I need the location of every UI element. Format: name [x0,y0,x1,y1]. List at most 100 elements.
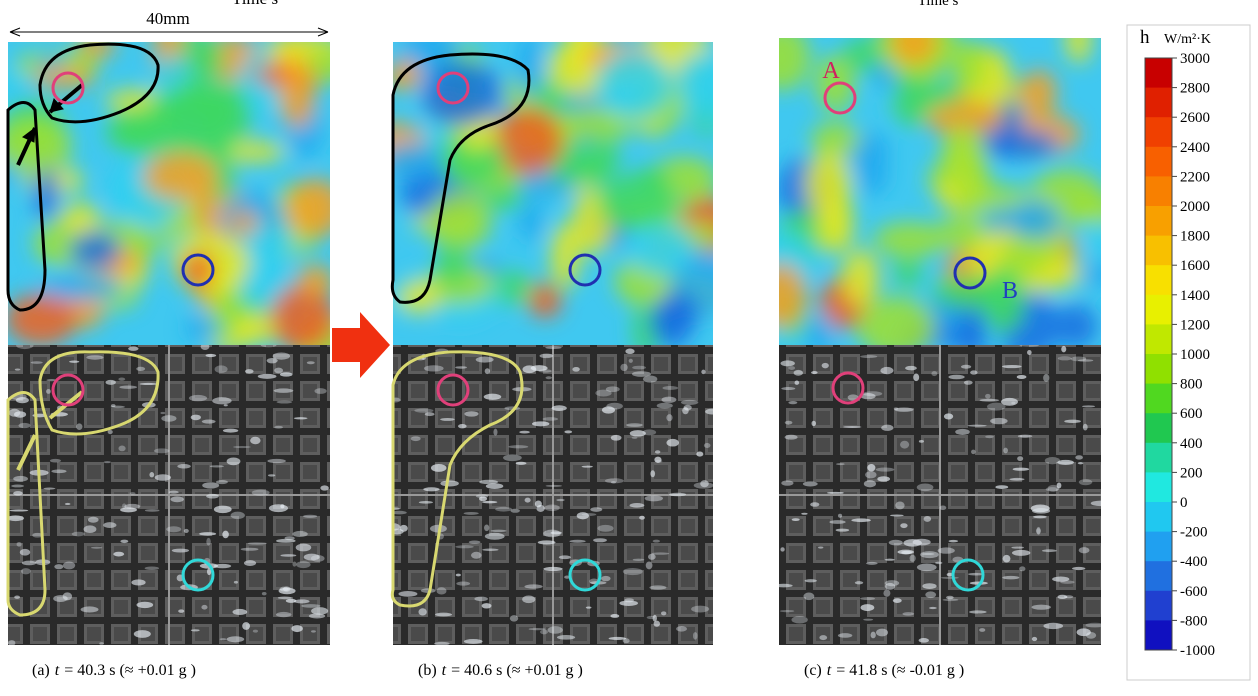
photo-glint [418,608,426,615]
photo-glint [1001,398,1018,406]
colorbar-tick-label: 200 [1180,465,1203,481]
heat-blob [842,249,880,307]
photo-glint [606,386,620,392]
photo-glint [274,368,283,374]
photo-glint [160,412,165,414]
photo-glint [304,554,320,561]
photo-glint [63,592,72,600]
colorbar-tick-label: 1000 [1180,347,1210,363]
photo-glint [1060,580,1075,583]
heat-blob [270,284,335,352]
heat-blob [380,142,446,178]
photo-glint [456,574,461,577]
photo-glint [464,411,478,416]
photo-glint [224,404,228,406]
photo-glint [1058,356,1072,360]
photo-glint [320,485,328,490]
photo-glint [524,584,542,588]
photo-glint [843,426,861,428]
photo-glint [252,490,270,496]
photo-glint [14,411,26,417]
photo-glint [522,365,536,373]
photo-glint [546,485,562,487]
colorbar-tick-label: 1800 [1180,229,1210,245]
photo-glint [140,383,157,385]
photo-glint [791,616,807,624]
photo-glint [161,415,176,422]
photo-glint [867,464,875,471]
caption-label: (c) [804,662,822,679]
photo-glint [893,598,902,603]
photo-glint [72,532,85,537]
heat-blob [297,265,333,297]
photo-glint [511,509,520,513]
photo-glint [519,431,530,434]
photo-glint [876,629,888,637]
heat-blob [286,179,345,238]
photo-glint [629,359,633,363]
photo-glint [881,425,893,431]
photo-glint [51,469,66,473]
photo-glint [76,423,82,430]
photo-glint [99,642,104,645]
photo-glint [1083,424,1088,431]
photo-glint [464,512,479,515]
photo-glint [276,612,292,617]
photo-glint [434,642,449,646]
photo-glint [669,493,686,496]
photo-glint [1003,555,1011,563]
colorbar-tick-label: 1600 [1180,258,1210,274]
heat-blob [952,185,1030,210]
photo-glint [63,561,75,569]
photo-glint [548,626,563,634]
photo-glint [516,462,527,465]
photo-glint [630,430,646,436]
photo-glint [632,371,651,377]
photo-glint [648,554,656,560]
photo-glint [292,561,296,566]
photo-glint [871,632,876,639]
photo-glint [233,446,251,448]
heat-blob [986,130,1059,158]
photo-glint [113,552,124,557]
photo-glint [623,568,643,575]
colorbar-tick-label: -1000 [1180,643,1215,659]
heat-blob [953,40,988,92]
photo-glint [1013,468,1029,471]
photo-glint [169,491,179,494]
photo-glint [838,514,842,518]
photo-glint [1078,462,1083,464]
photo-glint [65,503,71,505]
photo-glint [985,394,990,399]
colorbar-tick-label: 3000 [1180,51,1210,67]
photo-glint [137,602,154,608]
photo-glint [1036,528,1041,534]
photo-glint [307,361,315,364]
photo-glint [455,545,474,548]
photo-glint [1017,375,1027,379]
colorbar-symbol: h [1140,27,1150,48]
photo-glint [258,374,277,379]
heat-blob [212,290,243,325]
scale-label: 40mm [146,9,189,28]
photo-glint [17,542,22,547]
photo-glint [633,559,645,561]
photo-glint [212,397,232,404]
photo-glint [1017,456,1023,461]
photo-glint [969,610,987,613]
photo-glint [227,458,241,466]
photo-glint [166,526,181,532]
photo-glint [855,581,863,584]
photo-glint [1077,628,1091,636]
photo-glint [795,381,800,385]
photo-glint [961,365,971,369]
photo-glint [569,540,585,543]
photo-glint [227,636,245,642]
photo-glint [572,367,579,372]
photo-glint [919,440,924,443]
heat-map [743,8,1128,360]
photo-glint [623,638,630,643]
photo-glint [14,595,20,598]
photo-glint [154,448,170,453]
photo-glint [890,514,904,516]
